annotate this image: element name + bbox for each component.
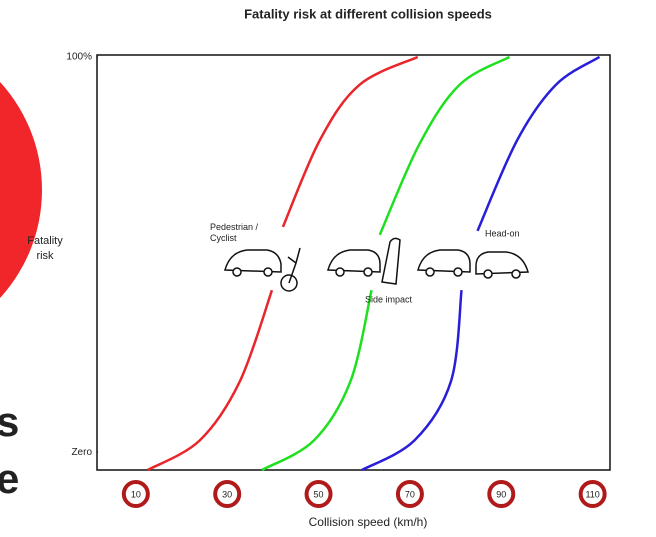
x-tick-label: 90 (496, 489, 506, 499)
x-tick-label: 10 (131, 489, 141, 499)
legend-label: Pedestrian /Cyclist (210, 222, 259, 243)
x-tick-label: 70 (405, 489, 415, 499)
slide-text: e (0, 455, 19, 502)
x-tick-label: 50 (314, 489, 324, 499)
y-axis-label: Fatality risk (20, 234, 70, 264)
slide-text: s (0, 398, 19, 445)
legend-label: Side impact (365, 294, 413, 304)
y-tick-label: Zero (71, 447, 92, 458)
slide-decoration (0, 30, 42, 350)
legend-label: Head-on (485, 228, 520, 238)
x-axis-label: Collision speed (km/h) (309, 515, 428, 529)
y-tick-label: 100% (66, 52, 92, 63)
page: s e Fatality risk at different collision… (0, 0, 656, 537)
x-tick-label: 30 (222, 489, 232, 499)
chart-title: Fatality risk at different collision spe… (244, 6, 492, 21)
chart: s e Fatality risk at different collision… (0, 0, 656, 537)
vehicle-icons (225, 238, 528, 291)
x-tick-label: 110 (585, 489, 599, 499)
